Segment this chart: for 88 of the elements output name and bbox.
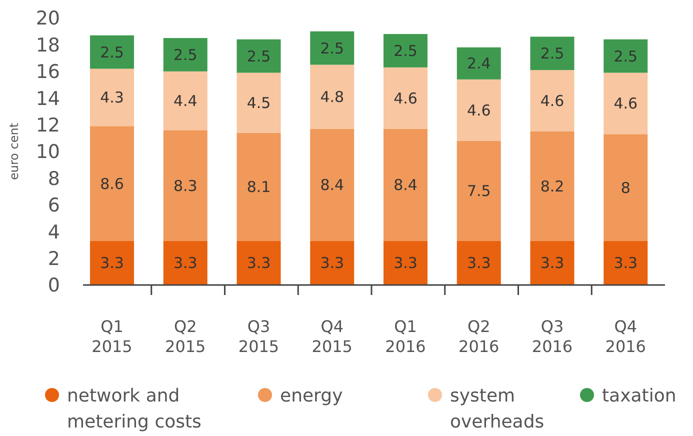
bar [90, 35, 134, 69]
data-label: 2.4 [466, 54, 491, 73]
legend-label: taxation [602, 385, 676, 406]
x-tick-label: Q1 2015 [92, 317, 132, 356]
data-label: 2.5 [100, 43, 124, 62]
x-tick-label: Q4 2015 [312, 317, 352, 356]
data-label: 4.5 [246, 94, 271, 112]
data-label: 2.5 [394, 42, 418, 60]
y-tick-label: 4 [48, 221, 60, 244]
y-tick-label: 0 [48, 274, 60, 297]
data-label: 8.4 [320, 176, 344, 194]
y-tick-label: 10 [36, 141, 60, 164]
bar [90, 68, 134, 126]
y-tick-label: 16 [36, 61, 60, 84]
data-label: 2.5 [173, 46, 198, 64]
bar [456, 240, 501, 285]
bar [90, 126, 134, 241]
data-label: 2.5 [246, 47, 271, 66]
data-label: 3.3 [614, 254, 638, 272]
data-label: 7.5 [466, 182, 491, 200]
bar [604, 240, 648, 285]
data-label: 4.4 [173, 92, 198, 110]
legend-label: system overheads [450, 385, 544, 432]
legend-label: energy [280, 385, 344, 406]
bar [236, 240, 281, 285]
bar [604, 39, 648, 73]
y-axis-title: euro cent [7, 122, 21, 180]
bar [384, 240, 428, 285]
data-label: 2.5 [320, 39, 344, 58]
data-label: 3.3 [540, 254, 564, 272]
data-label: 3.3 [100, 254, 124, 272]
bar [90, 240, 134, 285]
data-label: 8.2 [540, 177, 564, 196]
bar [604, 134, 648, 241]
bar [236, 39, 281, 73]
y-tick-label: 20 [36, 8, 60, 30]
data-label: 3.3 [394, 254, 418, 272]
y-tick-label: 2 [48, 248, 60, 270]
legend-label: network and metering costs [67, 385, 202, 432]
bar [384, 34, 428, 68]
data-label: 8.1 [246, 178, 271, 196]
y-tick-label: 8 [48, 168, 60, 190]
bar [310, 240, 354, 285]
data-label: 3.3 [246, 254, 271, 272]
data-label: 8.4 [394, 176, 418, 194]
data-label: 4.6 [394, 89, 418, 108]
bar [530, 131, 574, 241]
bar [456, 140, 501, 241]
x-tick-label: Q1 2016 [385, 317, 426, 356]
data-label: 3.3 [173, 254, 198, 272]
data-label: 4.8 [320, 88, 344, 106]
y-tick-label: 12 [36, 114, 60, 136]
x-tick-label: Q3 2015 [238, 317, 280, 356]
bar [310, 31, 354, 65]
bar [163, 38, 208, 72]
bar [163, 130, 208, 241]
data-label: 8 [620, 178, 630, 197]
data-label: 2.5 [614, 47, 638, 66]
bar [163, 71, 208, 130]
y-tick-label: 6 [48, 194, 60, 217]
bar [163, 240, 208, 285]
bar [530, 70, 574, 132]
data-label: 4.6 [614, 94, 638, 113]
data-label: 8.3 [173, 176, 198, 195]
bar [456, 79, 501, 141]
y-tick-label: 14 [36, 88, 60, 110]
data-label: 4.6 [466, 101, 491, 120]
bar [384, 128, 428, 241]
bar [604, 72, 648, 134]
data-label: 2.5 [540, 44, 564, 63]
bar [236, 72, 281, 133]
bar [384, 67, 428, 129]
data-label: 3.3 [320, 254, 344, 272]
bar [530, 240, 574, 285]
bar [310, 128, 354, 241]
data-label: 4.6 [540, 92, 564, 110]
x-tick-label: Q2 2015 [165, 317, 206, 356]
bar [530, 36, 574, 70]
y-tick-label: 18 [36, 34, 60, 56]
data-label: 4.3 [100, 88, 124, 107]
bar [310, 64, 354, 129]
bar [236, 132, 281, 241]
data-label: 3.3 [466, 254, 491, 272]
x-tick-label: Q3 2016 [532, 317, 573, 356]
bar [456, 47, 501, 80]
x-tick-label: Q2 2016 [458, 317, 500, 356]
data-label: 8.6 [100, 174, 124, 193]
x-tick-label: Q4 2016 [605, 317, 646, 356]
